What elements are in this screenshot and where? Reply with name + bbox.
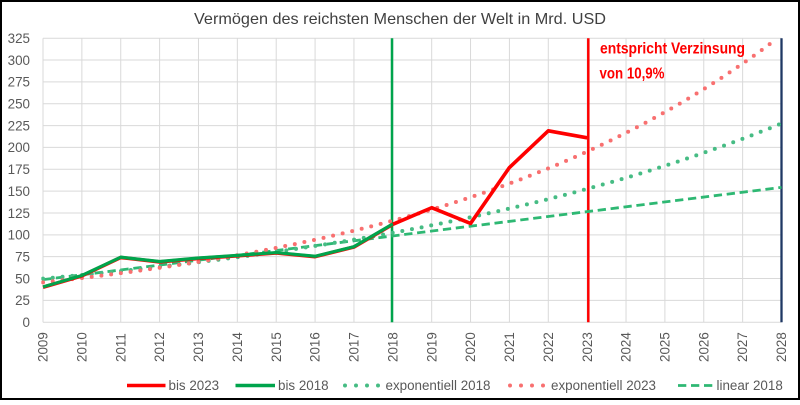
- svg-text:200: 200: [8, 140, 30, 155]
- svg-text:0: 0: [23, 315, 30, 330]
- svg-text:275: 275: [8, 75, 30, 90]
- svg-text:2024: 2024: [619, 332, 634, 362]
- svg-text:325: 325: [8, 31, 30, 46]
- svg-text:2011: 2011: [113, 333, 128, 362]
- svg-text:2021: 2021: [502, 332, 517, 362]
- svg-text:75: 75: [15, 249, 30, 264]
- svg-text:2025: 2025: [657, 332, 672, 362]
- svg-text:2017: 2017: [347, 332, 362, 362]
- svg-text:25: 25: [15, 293, 30, 308]
- svg-text:2022: 2022: [541, 332, 556, 362]
- svg-text:225: 225: [8, 118, 30, 133]
- svg-text:2027: 2027: [735, 332, 750, 362]
- svg-text:2018: 2018: [385, 332, 400, 362]
- svg-text:linear 2018: linear 2018: [717, 378, 783, 393]
- svg-text:von 10,9%: von 10,9%: [600, 66, 665, 83]
- svg-text:2019: 2019: [424, 332, 439, 362]
- svg-text:2020: 2020: [463, 332, 478, 362]
- svg-text:exponentiell 2023: exponentiell 2023: [551, 378, 656, 393]
- svg-text:2016: 2016: [308, 332, 323, 362]
- svg-text:150: 150: [8, 184, 30, 199]
- svg-text:entspricht Verzinsung: entspricht Verzinsung: [600, 41, 745, 58]
- svg-text:2015: 2015: [269, 332, 284, 362]
- svg-text:125: 125: [8, 206, 30, 221]
- svg-text:50: 50: [15, 271, 30, 286]
- svg-text:2026: 2026: [696, 332, 711, 362]
- svg-text:300: 300: [8, 53, 30, 68]
- svg-text:Vermögen des reichsten Mensche: Vermögen des reichsten Menschen der Welt…: [194, 11, 606, 28]
- svg-text:exponentiell 2018: exponentiell 2018: [386, 378, 491, 393]
- svg-text:2013: 2013: [191, 332, 206, 362]
- svg-text:175: 175: [8, 162, 30, 177]
- svg-text:250: 250: [8, 97, 30, 112]
- svg-text:bis 2018: bis 2018: [278, 378, 329, 393]
- svg-text:100: 100: [8, 228, 30, 243]
- svg-text:2010: 2010: [74, 332, 89, 362]
- svg-text:bis 2023: bis 2023: [169, 378, 220, 393]
- svg-text:2028: 2028: [774, 332, 789, 362]
- svg-text:2009: 2009: [36, 332, 51, 362]
- svg-text:2014: 2014: [230, 332, 245, 362]
- svg-text:2023: 2023: [580, 332, 595, 362]
- svg-text:2012: 2012: [152, 332, 167, 362]
